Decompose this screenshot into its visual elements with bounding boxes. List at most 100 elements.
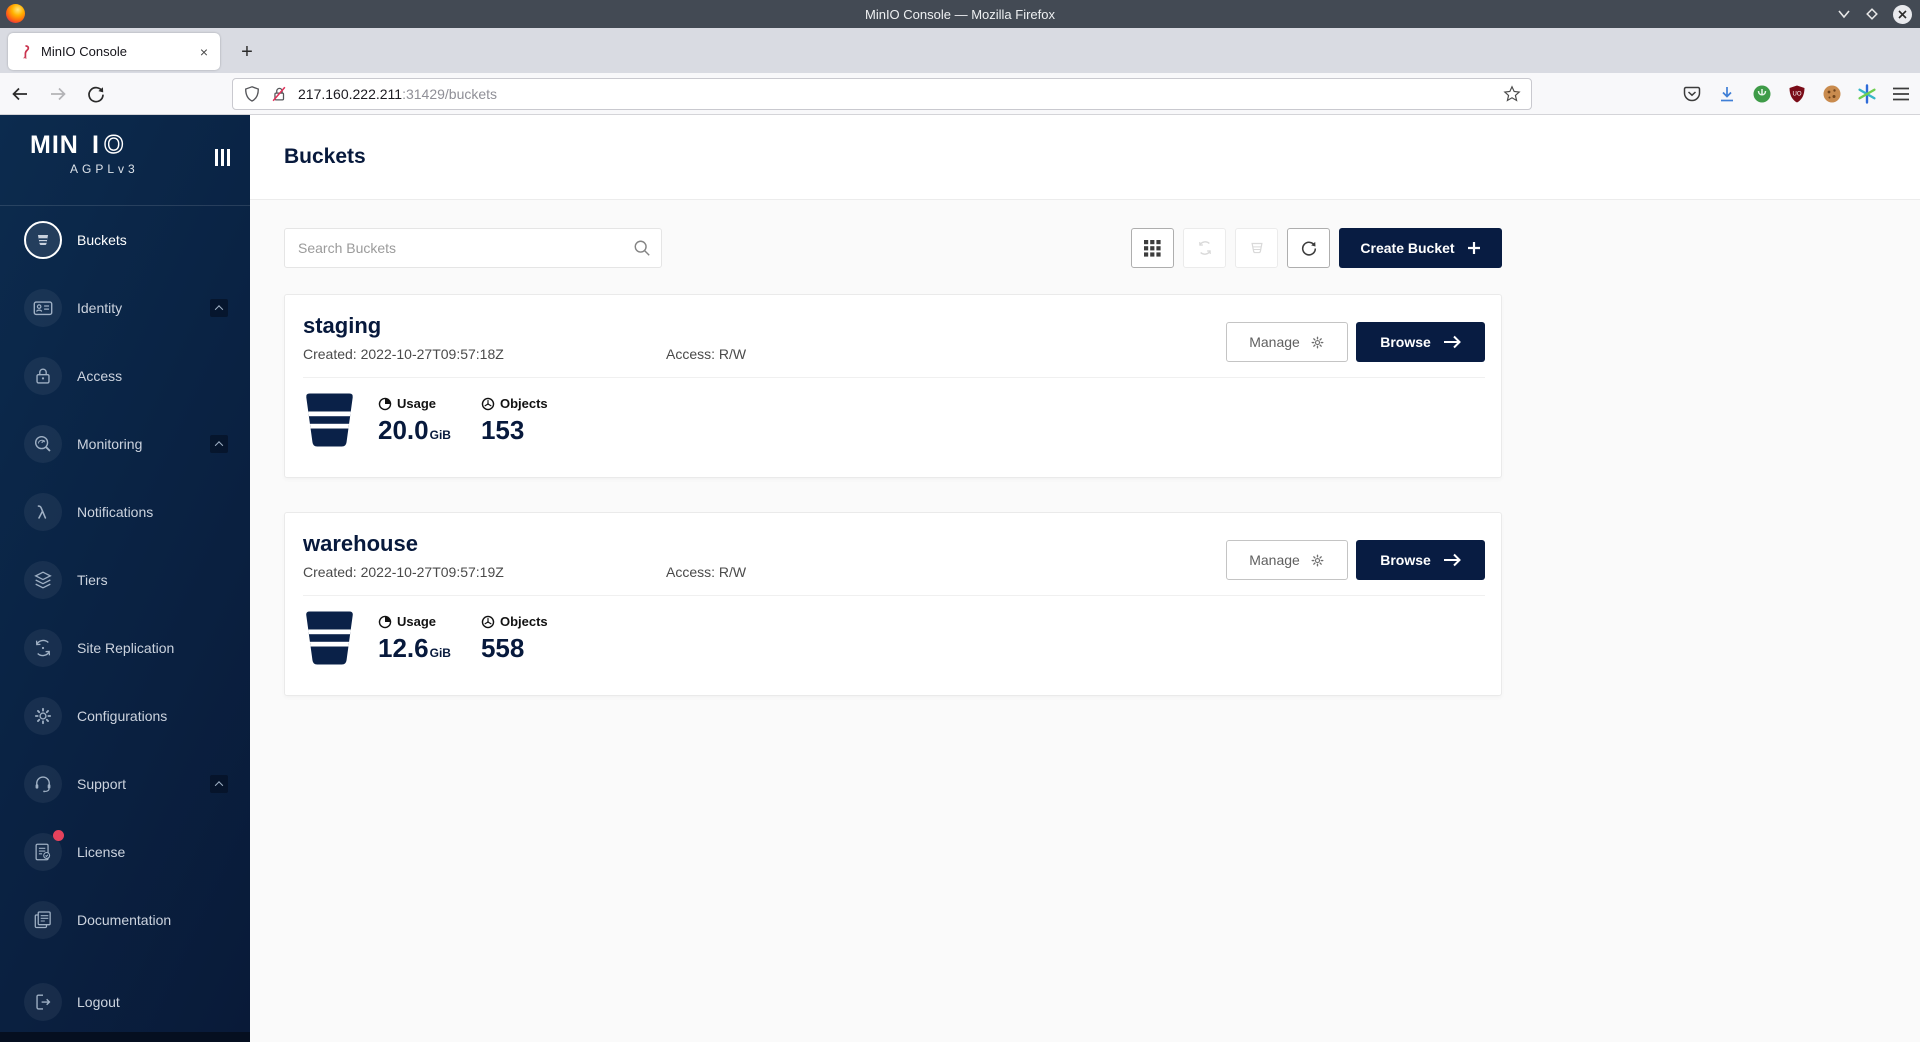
bookmark-star-icon[interactable]: [1503, 85, 1521, 103]
sidebar-item-identity[interactable]: Identity: [0, 274, 250, 342]
usage-value: 20.0: [378, 415, 429, 445]
hamburger-menu-icon[interactable]: [1892, 86, 1910, 102]
objects-icon: [481, 397, 495, 410]
tab-minio-console[interactable]: MinIO Console ×: [8, 33, 220, 70]
bucket-name: warehouse: [303, 531, 418, 556]
sidebar-item-label: License: [77, 844, 126, 860]
create-bucket-button[interactable]: Create Bucket: [1339, 228, 1502, 268]
firefox-logo-icon: [6, 4, 25, 23]
arrow-right-icon: [1443, 335, 1461, 349]
sidebar-item-support[interactable]: Support: [0, 750, 250, 818]
usage-pie-icon: [378, 615, 392, 628]
sidebar-item-label: Site Replication: [77, 640, 175, 656]
insecure-lock-icon[interactable]: [270, 85, 288, 103]
cookie-extension-icon[interactable]: [1822, 84, 1842, 104]
sidebar-item-label: Documentation: [77, 912, 172, 928]
browser-toolbar: 217.160.222.211:31429/buckets UO: [0, 73, 1920, 115]
logout-icon: [36, 994, 51, 1010]
extension-green-icon[interactable]: [1752, 84, 1772, 104]
bucket-disabled-icon: [1250, 242, 1263, 254]
ublock-origin-icon[interactable]: UO: [1787, 84, 1807, 104]
forward-button[interactable]: [48, 84, 68, 104]
gear-icon: [1311, 554, 1324, 566]
manage-button[interactable]: Manage: [1226, 540, 1348, 580]
page-header: Buckets: [250, 115, 1920, 200]
plus-icon: [1467, 242, 1480, 254]
sidebar-item-label: Tiers: [77, 572, 108, 588]
grid-view-icon: [1144, 239, 1161, 257]
url-bar[interactable]: 217.160.222.211:31429/buckets: [232, 78, 1532, 110]
minio-logo: MIN I O AGPLv3: [0, 115, 250, 195]
sidebar-item-logout[interactable]: Logout: [0, 968, 250, 1036]
padlock-icon: [36, 368, 50, 384]
brand-i: I: [92, 131, 99, 159]
sidebar-item-label: Monitoring: [77, 436, 143, 452]
tab-close-icon[interactable]: ×: [199, 43, 208, 60]
sidebar-item-configurations[interactable]: Configurations: [0, 682, 250, 750]
bucket-access: Access: R/W: [666, 346, 747, 362]
sidebar-item-tiers[interactable]: Tiers: [0, 546, 250, 614]
bucket-created: Created: 2022-10-27T09:57:18Z: [303, 346, 504, 362]
minio-favicon-icon: [23, 44, 30, 59]
window-titlebar: MinIO Console — Mozilla Firefox: [0, 0, 1920, 28]
sidebar-item-notifications[interactable]: Notifications: [0, 478, 250, 546]
usage-pie-icon: [378, 397, 392, 410]
bucket-icon: [37, 234, 49, 246]
sidebar-item-label: Access: [77, 368, 123, 384]
objects-stat: Objects 153: [480, 396, 548, 445]
sidebar-divider: [0, 205, 250, 206]
create-bucket-label: Create Bucket: [1360, 240, 1455, 256]
sidebar: MIN I O AGPLv3 Buckets Identity: [0, 115, 250, 1042]
sidebar-collapse-icon[interactable]: [215, 149, 230, 166]
window-minimize-button[interactable]: [1837, 9, 1851, 19]
bucket-access: Access: R/W: [666, 564, 747, 580]
sidebar-item-documentation[interactable]: Documentation: [0, 886, 250, 954]
sidebar-item-label: Buckets: [77, 232, 127, 248]
url-host: 217.160.222.211: [298, 86, 403, 102]
sidebar-item-site-replication[interactable]: Site Replication: [0, 614, 250, 682]
back-button[interactable]: [10, 84, 30, 104]
sidebar-item-access[interactable]: Access: [0, 342, 250, 410]
chevron-up-icon[interactable]: [210, 775, 228, 793]
refresh-button[interactable]: [1287, 228, 1330, 268]
window-close-button[interactable]: [1893, 4, 1912, 24]
browse-button[interactable]: Browse: [1356, 322, 1485, 362]
chevron-up-icon[interactable]: [210, 299, 228, 317]
window-maximize-button[interactable]: [1865, 7, 1879, 21]
browse-button[interactable]: Browse: [1356, 540, 1485, 580]
monitoring-magnifier-icon: [34, 435, 51, 452]
objects-value: 153: [480, 415, 525, 445]
chevron-up-icon[interactable]: [210, 435, 228, 453]
replication-arrows-icon: [35, 639, 51, 657]
sidebar-item-license[interactable]: License: [0, 818, 250, 886]
gear-icon: [1311, 336, 1324, 348]
snowflake-extension-icon[interactable]: [1857, 84, 1877, 104]
search-icon: [634, 240, 650, 256]
new-tab-button[interactable]: +: [241, 40, 253, 63]
documentation-icon: [34, 911, 51, 929]
bucket-card-staging: staging Created: 2022-10-27T09:57:18Z Ac…: [284, 294, 1502, 478]
sidebar-item-label: Notifications: [77, 504, 154, 520]
bucket-large-icon: [306, 611, 353, 665]
sidebar-item-buckets[interactable]: Buckets: [0, 206, 250, 274]
refresh-icon: [1301, 241, 1316, 256]
brand-outline: O: [104, 131, 123, 159]
bucket-card-warehouse: warehouse Created: 2022-10-27T09:57:19Z …: [284, 512, 1502, 696]
usage-stat: Usage 12.6 GiB: [378, 614, 451, 663]
tracking-shield-icon[interactable]: [243, 85, 261, 103]
reload-button[interactable]: [86, 84, 106, 104]
gear-icon: [34, 707, 52, 725]
downloads-icon[interactable]: [1717, 84, 1737, 104]
sidebar-item-monitoring[interactable]: Monitoring: [0, 410, 250, 478]
bucket-created: Created: 2022-10-27T09:57:19Z: [303, 564, 504, 580]
grid-view-button[interactable]: [1131, 228, 1174, 268]
tab-title: MinIO Console: [41, 44, 127, 59]
search-buckets-input[interactable]: [284, 228, 662, 268]
license-tag: AGPLv3: [70, 162, 139, 176]
support-headset-icon: [35, 776, 51, 793]
pocket-icon[interactable]: [1682, 84, 1702, 104]
sidebar-bottom-strip: [0, 1032, 250, 1042]
usage-stat: Usage 20.0 GiB: [378, 396, 451, 445]
manage-button[interactable]: Manage: [1226, 322, 1348, 362]
license-alert-badge: [53, 830, 64, 841]
